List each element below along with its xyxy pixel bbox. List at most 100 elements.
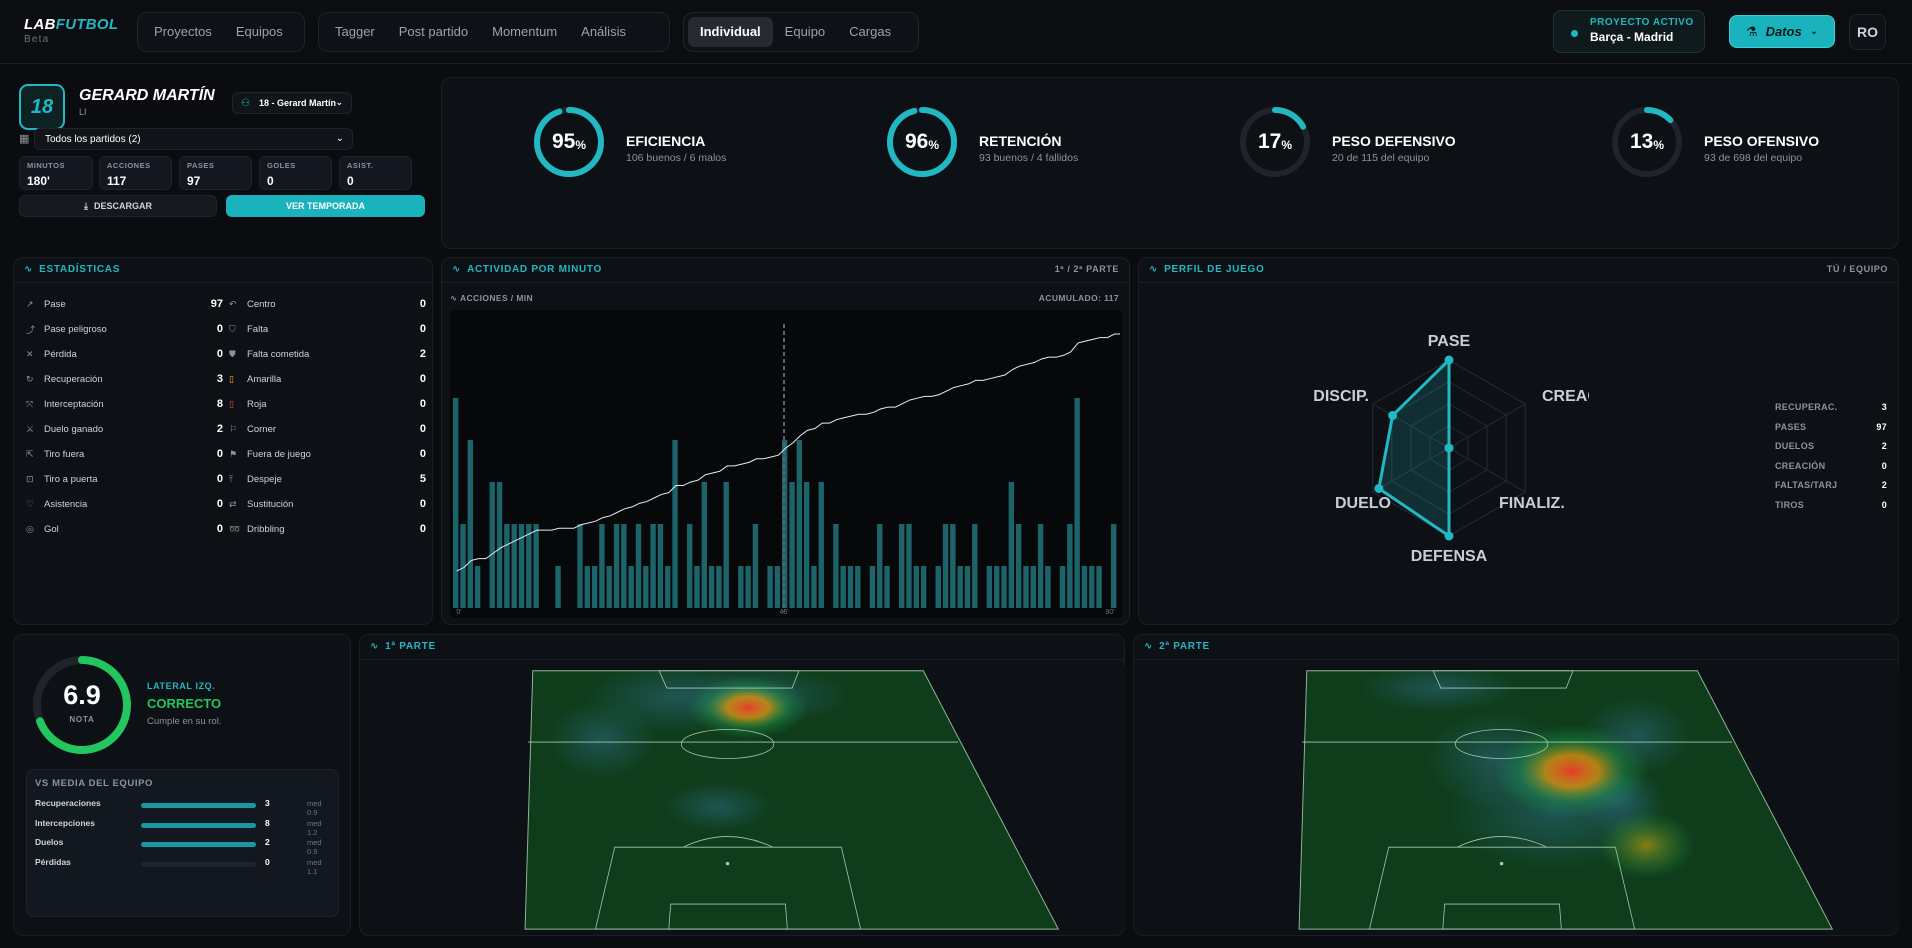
rating-value: 6.9	[63, 680, 101, 710]
project-name: Barça - Madrid	[1590, 30, 1674, 44]
x-tick-label: 0'	[456, 609, 461, 616]
activity-bar	[701, 482, 707, 608]
match-selector[interactable]: Todos los partidos (2) ⌄	[34, 128, 353, 150]
activity-bar	[745, 566, 751, 608]
download-icon: ⤓	[84, 200, 88, 211]
activity-bar	[555, 566, 561, 608]
stat-label: Falta	[247, 323, 269, 335]
activity-bar	[716, 566, 722, 608]
heatmap-header: ∿ 1ª PARTE	[370, 641, 436, 652]
activity-bar	[942, 524, 949, 608]
penalty-spot	[1499, 861, 1504, 866]
activity-bar	[913, 566, 919, 608]
stat-label: Interceptación	[44, 398, 104, 410]
activity-bar	[1015, 524, 1022, 608]
activity-panel: ∿ ACTIVIDAD POR MINUTO 1ª / 2ª PARTE ∿ AC…	[441, 257, 1130, 625]
activity-bar	[504, 524, 510, 608]
activity-bar	[533, 524, 539, 608]
center-circle	[680, 729, 775, 759]
kpi-peso-ofensivo: 13% PESO OFENSIVO 93 de 698 del equipo	[1610, 105, 1819, 184]
cumulative-line	[456, 333, 1120, 572]
foul-committed-icon: ⛊	[229, 348, 236, 359]
penalty-spot	[725, 861, 730, 866]
activity-bar	[840, 566, 846, 608]
radar-spoke	[1448, 447, 1526, 493]
top-bar: LABFUTBOL Beta Proyectos Equipos Tagger …	[0, 0, 1912, 64]
activity-bar	[1001, 566, 1007, 608]
activity-bar	[672, 440, 678, 608]
player-selector[interactable]: ⚇ 18 - Gerard Martín ⌄	[232, 92, 352, 114]
activity-bar	[957, 566, 963, 608]
stat-label: Recuperación	[44, 373, 103, 385]
nav-post-partido[interactable]: Post partido	[398, 24, 469, 39]
kpi-ring	[1240, 107, 1310, 177]
kpi-retencion: 96% RETENCIÓN 93 buenos / 4 fallidos	[885, 105, 1078, 184]
nav-group-analysis: Tagger Post partido Momentum Análisis	[318, 12, 670, 52]
stat-value: 0	[419, 373, 426, 385]
comparison-bar	[141, 861, 256, 867]
activity-bar	[1023, 566, 1029, 608]
profile-side-row: RECUPERAC. 3	[1775, 402, 1887, 412]
stat-label: Pase	[44, 298, 66, 310]
kpi-ring	[1612, 107, 1682, 177]
active-project[interactable]: PROYECTO ACTIVO Barça - Madrid	[1553, 10, 1705, 53]
nav-group-views: Individual Equipo Cargas	[683, 12, 919, 52]
stat-value: 8	[216, 398, 223, 410]
nav-cargas[interactable]: Cargas	[849, 24, 892, 39]
goal-box	[668, 903, 788, 930]
season-button[interactable]: VER TEMPORADA	[226, 195, 425, 217]
stat-value: 0	[216, 448, 223, 460]
app-logo[interactable]: LABFUTBOL Beta	[24, 16, 118, 45]
activity-bar	[964, 566, 971, 608]
nav-individual[interactable]: Individual	[688, 17, 773, 47]
profile-side-row: DUELOS 2	[1775, 441, 1887, 451]
activity-bar	[511, 524, 517, 608]
comparison-row: Duelos 2 med 0.9	[35, 837, 322, 856]
nav-momentum[interactable]: Momentum	[492, 24, 558, 39]
kpi-value: 96%	[904, 130, 940, 153]
radar-axis-label: DEFENSA	[1411, 548, 1488, 565]
stat-value: 2	[419, 348, 426, 360]
nav-equipos[interactable]: Equipos	[235, 24, 283, 39]
radar-axis-label: CREACIÓN	[1542, 386, 1589, 405]
stat-label: Asistencia	[44, 498, 88, 510]
nav-equipo[interactable]: Equipo	[784, 24, 826, 39]
activity-bar	[453, 398, 459, 608]
kpi-title: RETENCIÓN	[979, 133, 1062, 149]
stat-row: ♡ Asistencia 0	[26, 494, 223, 514]
half-toggle[interactable]: 1ª / 2ª PARTE	[1054, 264, 1119, 274]
match-selector-label: Todos los partidos (2)	[45, 134, 141, 145]
nav-analisis[interactable]: Análisis	[581, 24, 626, 39]
stat-value: 0	[216, 498, 223, 510]
activity-bar	[1059, 566, 1066, 608]
stat-value: 97	[210, 298, 223, 310]
stat-label: Falta cometida	[247, 348, 310, 360]
penalty-box	[1368, 846, 1636, 930]
kpi-sub: 20 de 115 del equipo	[1332, 152, 1430, 164]
activity-bar	[460, 524, 466, 608]
activity-bar	[833, 524, 839, 608]
compare-toggle[interactable]: TÚ / EQUIPO	[1826, 264, 1888, 274]
calendar-icon: ▦	[19, 133, 30, 145]
stat-row: ⚔ Duelo ganado 2	[26, 419, 223, 439]
radar-spoke	[1372, 447, 1450, 493]
nav-proyectos[interactable]: Proyectos	[154, 24, 212, 39]
stat-label: Centro	[247, 298, 276, 310]
stat-label: Pérdida	[44, 348, 77, 360]
nav-tagger[interactable]: Tagger	[335, 24, 375, 39]
user-avatar[interactable]: RO	[1849, 14, 1886, 50]
goal-icon: ◎	[26, 523, 34, 534]
rating-panel: 6.9 NOTA LATERAL IZQ. CORRECTO Cumple en…	[13, 634, 351, 936]
activity-icon: ∿	[370, 641, 380, 652]
datos-button[interactable]: ⚗ Datos ⌄	[1729, 15, 1835, 48]
activity-bar	[1089, 566, 1095, 608]
rating-status: CORRECTO	[147, 696, 222, 711]
player-position: LI	[79, 107, 87, 117]
nav-group-admin: Proyectos Equipos	[137, 12, 305, 52]
activity-bar	[584, 566, 590, 608]
activity-bar	[796, 440, 803, 608]
player-name: GERARD MARTÍN	[79, 87, 215, 104]
download-button[interactable]: ⤓ DESCARGAR	[19, 195, 217, 217]
radar-chart: PASE CREACIÓN FINALIZ. DEFENSA DUELO DISCIP.	[1313, 333, 1589, 565]
stat-value: 0	[216, 473, 223, 485]
